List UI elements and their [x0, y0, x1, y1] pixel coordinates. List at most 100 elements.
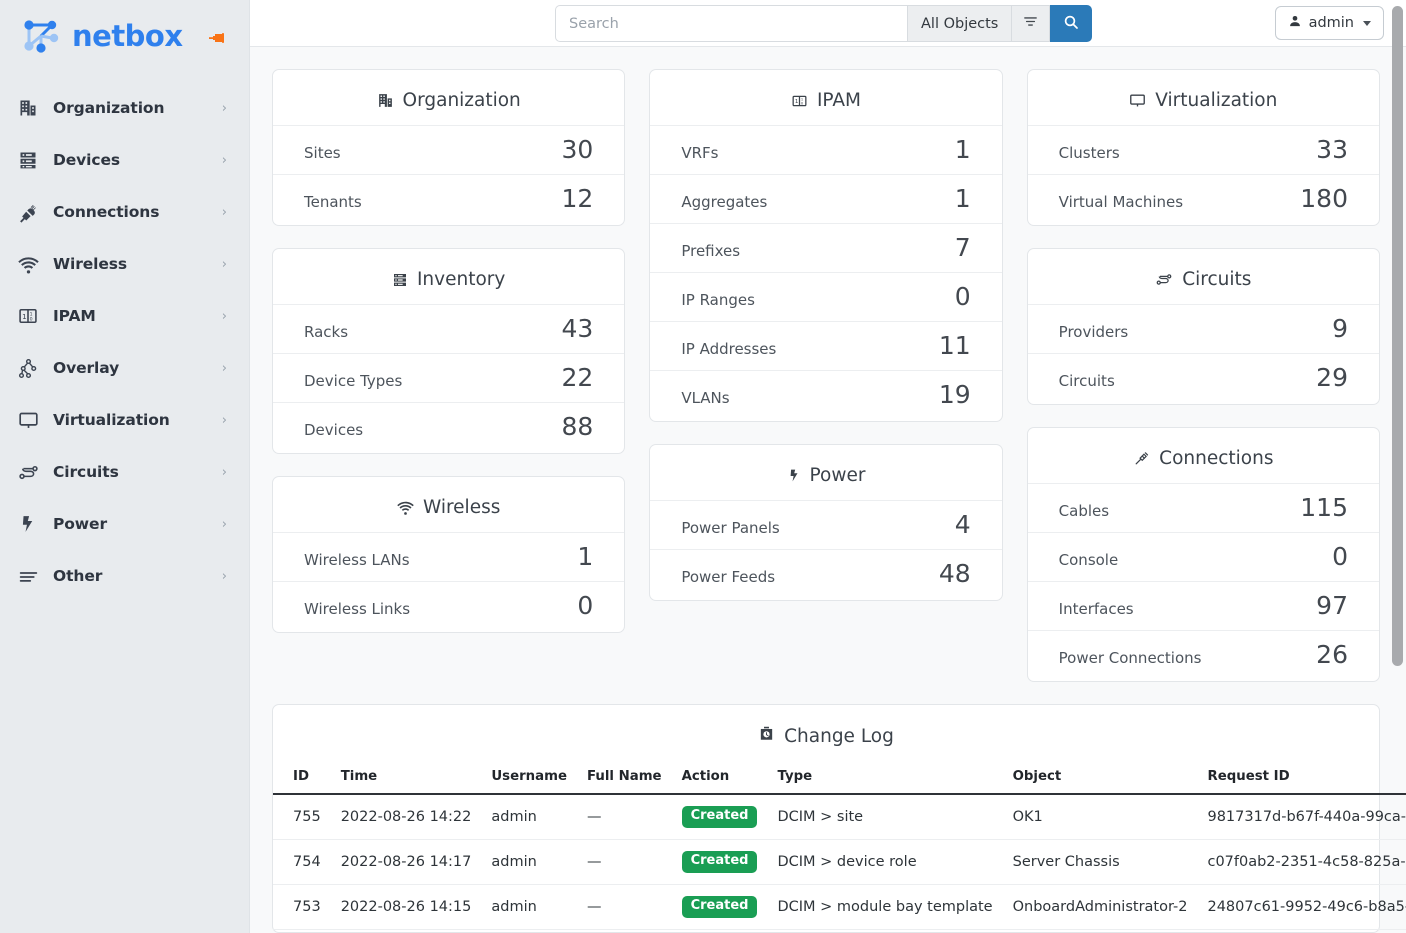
stat-row[interactable]: Prefixes 7	[650, 223, 1002, 272]
graph-tree-icon	[18, 358, 44, 379]
stat-row[interactable]: Wireless LANs 1	[273, 532, 625, 581]
cell-time[interactable]: 2022-08-26 14:15	[330, 884, 482, 930]
column-header-username: Username	[481, 763, 577, 795]
cell-id[interactable]: 755	[273, 794, 331, 840]
cell-id[interactable]: 754	[273, 839, 331, 885]
main-area: All Objects	[250, 0, 1406, 933]
stat-value: 48	[938, 559, 971, 588]
cell-request-id[interactable]: 24807c61-9952-49c6-b8a5-69760bfcc4b3	[1197, 884, 1406, 930]
sidebar-item-devices[interactable]: Devices ›	[0, 134, 249, 186]
stat-value: 33	[1316, 135, 1348, 164]
search-icon	[1063, 14, 1079, 34]
chevron-right-icon: ›	[221, 100, 227, 116]
status-badge: Created	[681, 850, 758, 873]
sidebar-nav: Organization › Devices › Connect	[0, 72, 249, 602]
stat-row[interactable]: Providers 9	[1027, 304, 1379, 353]
stat-label: Wireless Links	[304, 600, 411, 618]
stat-value: 180	[1300, 184, 1348, 213]
stat-row[interactable]: Console 0	[1027, 532, 1379, 581]
cell-time[interactable]: 2022-08-26 14:17	[330, 839, 482, 885]
netbox-logo[interactable]: netbox	[18, 15, 183, 57]
stat-value: 7	[954, 233, 971, 262]
stat-value: 26	[1316, 640, 1348, 669]
stat-row[interactable]: Clusters 33	[1027, 125, 1379, 174]
sidebar-item-circuits[interactable]: Circuits ›	[0, 446, 249, 498]
stat-row[interactable]: Device Types 22	[273, 353, 625, 402]
cell-object[interactable]: Server Chassis	[1002, 839, 1198, 885]
sidebar-item-overlay[interactable]: Overlay ›	[0, 342, 249, 394]
stat-row[interactable]: VLANs 19	[650, 370, 1002, 421]
sidebar-item-virtualization[interactable]: Virtualization ›	[0, 394, 249, 446]
stat-row[interactable]: Power Connections 26	[1027, 630, 1379, 681]
stat-row[interactable]: IP Addresses 11	[650, 321, 1002, 370]
transit-connection-icon	[1155, 271, 1173, 288]
cell-object[interactable]: OK1	[1002, 794, 1198, 840]
stat-row[interactable]: Devices 88	[273, 402, 625, 453]
stat-row[interactable]: VRFs 1	[650, 125, 1002, 174]
lightning-bolt-icon	[18, 514, 44, 534]
sidebar-item-organization[interactable]: Organization ›	[0, 82, 249, 134]
sidebar-item-ipam[interactable]: 1 1 0 IPAM ›	[0, 290, 249, 342]
cell-request-id[interactable]: 9817317d-b67f-440a-99ca-4ae07ede94df	[1197, 794, 1406, 840]
stat-label: Providers	[1058, 323, 1129, 341]
stat-row[interactable]: Virtual Machines 180	[1027, 174, 1379, 225]
scrollbar-thumb[interactable]	[1392, 6, 1403, 666]
column-header-fullname: Full Name	[576, 763, 672, 795]
stat-row[interactable]: Interfaces 97	[1027, 581, 1379, 630]
stat-label: Wireless LANs	[304, 551, 410, 569]
cell-object: OnboardAdministrator-2	[1002, 884, 1198, 930]
wifi-icon	[18, 254, 44, 275]
card-header: Organization	[273, 70, 624, 125]
filter-button[interactable]	[1012, 5, 1051, 42]
table-row: 755 2022-08-26 14:22 admin — Created DCI…	[273, 794, 1406, 840]
sidebar-item-wireless[interactable]: Wireless ›	[0, 238, 249, 290]
stat-row[interactable]: Aggregates 1	[650, 174, 1002, 223]
stat-row[interactable]: Tenants 12	[273, 174, 625, 225]
stat-value: 9	[1332, 314, 1348, 343]
user-menu-button[interactable]: admin	[1274, 6, 1384, 40]
stat-value: 11	[938, 331, 971, 360]
card-header: 1 1 0 IPAM	[650, 70, 1001, 125]
stat-row[interactable]: Power Panels 4	[650, 500, 1002, 549]
building-icon	[18, 98, 44, 118]
plug-icon	[18, 202, 44, 223]
changelog-card: Change Log ID Time Username Full Name Ac…	[272, 704, 1406, 933]
card-inventory: Inventory Racks 43 Device Types 22 Devic…	[272, 248, 626, 454]
search-button[interactable]	[1050, 5, 1093, 42]
stat-label: Power Panels	[681, 519, 780, 537]
column-middle: 1 1 0 IPAM VRFs 1 Aggreg	[649, 69, 1003, 601]
sidebar-item-other[interactable]: Other ›	[0, 550, 249, 602]
cell-type: DCIM > site	[767, 794, 1003, 840]
sidebar-item-power[interactable]: Power ›	[0, 498, 249, 550]
cell-id[interactable]: 753	[273, 884, 331, 930]
cell-action: Created	[671, 884, 768, 930]
sidebar-item-connections[interactable]: Connections ›	[0, 186, 249, 238]
cell-request-id[interactable]: c07f0ab2-2351-4c58-825a-8b6a2425a1ab	[1197, 839, 1406, 885]
transit-connection-icon	[18, 462, 44, 483]
sidebar-item-label: Virtualization	[53, 411, 170, 429]
stat-row[interactable]: Wireless Links 0	[273, 581, 625, 632]
card-header: Wireless	[273, 477, 624, 532]
object-scope-select[interactable]: All Objects	[907, 5, 1013, 42]
pin-icon[interactable]	[207, 30, 227, 50]
search-input[interactable]	[555, 5, 907, 42]
stat-row[interactable]: Power Feeds 48	[650, 549, 1002, 600]
stat-row[interactable]: Circuits 29	[1027, 353, 1379, 404]
page-scrollbar[interactable]	[1392, 6, 1403, 922]
stat-row[interactable]: Sites 30	[273, 125, 625, 174]
stat-row[interactable]: IP Ranges 0	[650, 272, 1002, 321]
card-ipam: 1 1 0 IPAM VRFs 1 Aggreg	[649, 69, 1003, 422]
stat-label: Aggregates	[681, 193, 768, 211]
cell-time[interactable]: 2022-08-26 14:22	[330, 794, 482, 840]
stat-label: Tenants	[304, 193, 362, 211]
card-title: Connections	[1159, 448, 1274, 469]
search-bar: All Objects	[555, 5, 1093, 42]
stat-row[interactable]: Cables 115	[1027, 483, 1379, 532]
column-header-requestid: Request ID	[1197, 763, 1406, 795]
stat-row[interactable]: Racks 43	[273, 304, 625, 353]
card-title: Wireless	[422, 497, 501, 518]
history-icon	[758, 725, 775, 747]
stat-value: 0	[954, 282, 971, 311]
chevron-right-icon: ›	[221, 516, 227, 532]
